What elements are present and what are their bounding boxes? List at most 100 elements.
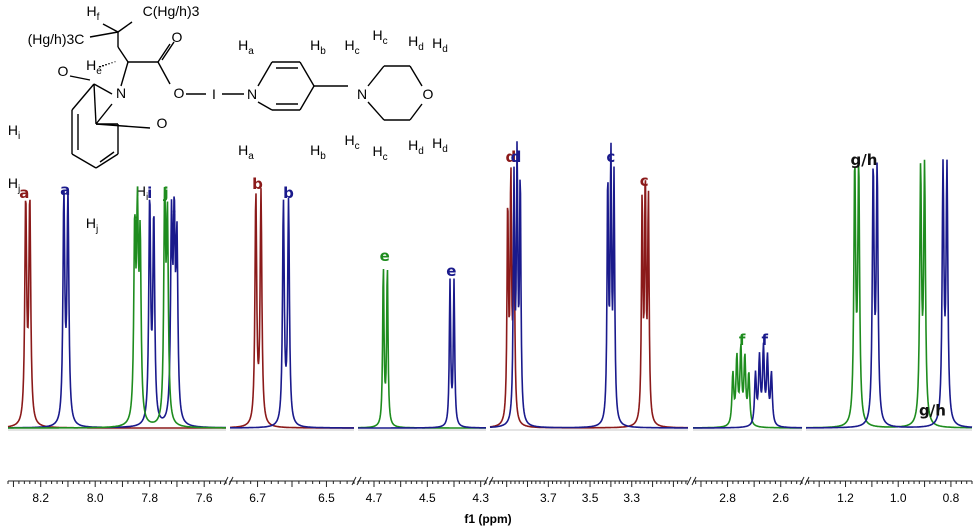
x-tick-label: 2.8 — [719, 491, 736, 505]
peak-label: j — [162, 184, 168, 202]
atom-label: Ha — [238, 142, 254, 162]
spectrum-series-green — [358, 268, 486, 429]
x-tick-label: 0.8 — [943, 491, 960, 505]
peak-label: i — [147, 184, 152, 202]
spectrum-series-blue — [490, 141, 688, 429]
atom-label: Hc — [344, 132, 359, 152]
spectrum-series-blue — [806, 159, 973, 429]
atom-label: C(Hg/h)3 — [143, 3, 200, 19]
x-tick-label: 3.3 — [623, 491, 640, 505]
bond — [120, 61, 129, 87]
x-tick-label: 7.8 — [141, 491, 158, 505]
bond — [409, 65, 423, 87]
atom-label: Hd — [408, 33, 424, 53]
atom-label: N — [116, 85, 126, 101]
atom-label: Hj — [8, 175, 20, 195]
axis-break-mark — [488, 476, 494, 486]
bond — [93, 83, 113, 95]
spectrum-series-green — [8, 186, 226, 429]
x-tick-label: 1.0 — [890, 491, 907, 505]
atom-label: Hi — [8, 122, 20, 142]
peak-label: c — [640, 172, 649, 190]
peak-label: f — [739, 331, 746, 349]
atom-label: Hd — [432, 35, 448, 55]
bond — [102, 23, 119, 33]
peak-label: a — [19, 184, 29, 202]
bond — [95, 103, 113, 125]
atom-label: O — [58, 63, 69, 79]
spectrum-series-blue — [230, 197, 354, 429]
atom-label: Hi — [136, 183, 148, 203]
atom-label: O — [174, 85, 185, 101]
atom-label: Hj — [86, 215, 98, 235]
x-tick-label: 1.2 — [837, 491, 854, 505]
peak-label: a — [60, 181, 70, 199]
axis-break-mark — [686, 476, 692, 486]
x-tick-label: 8.0 — [87, 491, 104, 505]
peak-label: d — [505, 148, 516, 166]
atom-label: O — [157, 115, 168, 131]
spectrum-panel: dd c c 3.7 3.5 3.3 — [489, 141, 688, 505]
spectrum-series-blue — [693, 342, 803, 429]
x-tick-label: 7.6 — [196, 491, 213, 505]
bond — [89, 31, 119, 38]
bond — [257, 101, 273, 111]
atom-label: Hc — [372, 143, 387, 163]
peak-label: b — [283, 184, 294, 202]
spectrum-series-green — [693, 343, 802, 429]
peak-label: b — [252, 175, 263, 193]
atom-label: Ha — [238, 37, 254, 57]
peak-label: f — [762, 331, 769, 349]
bond — [161, 41, 175, 61]
atom-label: Hd — [432, 135, 448, 155]
bond — [157, 43, 171, 63]
axis-break-mark — [799, 476, 805, 486]
x-tick-label: 4.7 — [366, 491, 383, 505]
bond — [71, 153, 97, 169]
x-tick-label: 3.7 — [540, 491, 557, 505]
bond — [117, 46, 129, 63]
bond — [93, 83, 97, 125]
atom-label: O — [172, 29, 183, 45]
spectrum-series-blue — [358, 278, 486, 429]
axis-break-mark — [804, 476, 810, 486]
atom-label: Hb — [310, 37, 326, 57]
peak-label: i — [133, 214, 138, 232]
x-tick-label: 3.5 — [582, 491, 599, 505]
bond — [95, 153, 119, 169]
x-tick-label: 6.7 — [249, 491, 266, 505]
axis-break-mark — [228, 476, 234, 486]
bond — [257, 61, 273, 87]
atom-label: Hb — [310, 142, 326, 162]
atom-label: Hd — [408, 137, 424, 157]
peak-label: e — [380, 247, 390, 265]
spectrum-panel: a aii jj8.2 8.0 7.8 7.6 — [7, 181, 227, 505]
x-tick-label: 4.3 — [472, 491, 489, 505]
atom-label: Hc — [344, 37, 359, 57]
atom-label: N — [357, 86, 367, 102]
bond — [299, 85, 315, 111]
peak-label: c — [606, 148, 615, 166]
spectrum-series-red — [489, 167, 688, 429]
x-tick-label: 4.5 — [419, 491, 436, 505]
bond — [409, 103, 423, 121]
axis-break-mark — [351, 476, 357, 486]
bond — [117, 21, 133, 33]
spectrum-panel: b b 6.7 6.5 — [229, 175, 355, 505]
bond — [69, 75, 91, 81]
axis-break-mark — [223, 476, 229, 486]
bond — [367, 101, 385, 121]
x-tick-label: 6.5 — [318, 491, 335, 505]
atom-label: N — [247, 86, 257, 102]
x-tick-label: 2.6 — [772, 491, 789, 505]
axis-break-mark — [691, 476, 697, 486]
spectrum-panel: g/h g/h 1.2 1.0 0.8 — [806, 151, 973, 505]
peak-label: j — [171, 208, 177, 226]
peak-label: e — [446, 262, 456, 280]
atom-label: O — [423, 86, 434, 102]
bond — [367, 65, 385, 87]
spectrum-panel: f f 2.8 2.6 — [693, 331, 803, 505]
spectrum-series-red — [230, 188, 354, 429]
